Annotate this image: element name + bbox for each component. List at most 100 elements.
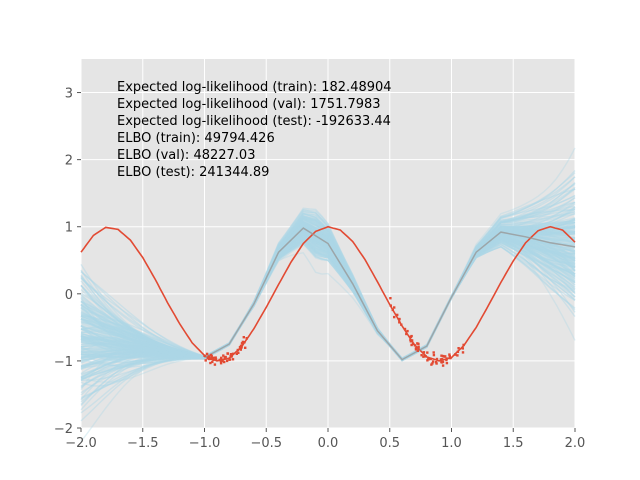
observation-point [405, 332, 408, 336]
posterior-sample-line [80, 243, 576, 389]
observation-point [429, 357, 432, 361]
observation-point [410, 334, 413, 338]
posterior-sample-line [80, 233, 576, 394]
observation-point [229, 355, 233, 358]
observation-point [448, 353, 451, 356]
posterior-sample-line [80, 239, 576, 361]
observation-point [219, 362, 223, 365]
posterior-sample-line [80, 226, 576, 361]
posterior-sample-line [80, 222, 576, 361]
observation-point [439, 358, 443, 361]
observation-point [242, 336, 245, 339]
posterior-sample-line [80, 176, 576, 360]
posterior-sample-line [80, 194, 576, 360]
observation-point [413, 344, 417, 347]
posterior-sample-line [80, 219, 576, 361]
posterior-sample-line [80, 217, 576, 360]
posterior-sample-line [80, 223, 576, 361]
posterior-sample-line [80, 211, 576, 360]
posterior-sample-line [80, 186, 576, 360]
posterior-sample-line [80, 206, 576, 360]
observation-point [389, 304, 392, 307]
posterior-sample-line [80, 215, 576, 360]
observation-point [224, 355, 227, 359]
observation-point [222, 354, 225, 357]
posterior-sample-line [80, 234, 576, 367]
posterior-sample-line [80, 226, 576, 361]
observation-point [409, 340, 412, 343]
posterior-sample-line [80, 228, 576, 361]
posterior-sample-line [80, 225, 575, 361]
observation-point [204, 359, 207, 362]
posterior-sample-line [80, 234, 576, 362]
observation-point [213, 363, 217, 366]
posterior-sample-line [80, 230, 576, 361]
posterior-sample-line [80, 219, 576, 360]
observation-point [209, 361, 212, 365]
posterior-sample-line [80, 222, 576, 360]
observation-point [403, 327, 407, 331]
observation-point [461, 351, 465, 354]
posterior-sample-line [81, 234, 576, 362]
x-tick-label: 0.0 [318, 436, 339, 451]
x-tick-label: 2.0 [565, 436, 586, 451]
posterior-sample-line [80, 231, 576, 361]
posterior-sample-line [80, 224, 576, 361]
annotations: Expected log-likelihood (train): 182.489… [117, 80, 392, 180]
posterior-sample-line [80, 221, 576, 362]
posterior-mean [204, 227, 576, 361]
observation-point [410, 343, 413, 347]
x-tick-label: −1.0 [189, 436, 221, 451]
observation-point [422, 355, 425, 358]
posterior-sample-line [80, 224, 576, 360]
posterior-sample-line [80, 233, 576, 361]
posterior-sample-line [80, 217, 576, 360]
posterior-sample-line [80, 232, 576, 361]
observation-point [461, 347, 464, 350]
posterior-sample-line [80, 219, 576, 361]
posterior-sample-line [80, 170, 576, 360]
observation-point [456, 354, 459, 357]
observation-point [236, 348, 239, 352]
posterior-sample-line [80, 236, 576, 362]
true-function-line [80, 225, 576, 362]
observation-point [212, 356, 215, 359]
observation-point [207, 355, 210, 358]
posterior-sample-line [80, 223, 576, 361]
x-tick-label: −0.5 [250, 436, 282, 451]
observation-point [211, 360, 214, 364]
posterior-sample-line [80, 209, 575, 368]
posterior-sample-line [80, 239, 576, 378]
observation-point [454, 353, 457, 356]
posterior-sample-line [80, 208, 576, 360]
observation-point [226, 352, 230, 355]
posterior-sample-line [80, 213, 576, 361]
posterior-sample-line [80, 211, 576, 360]
posterior-sample-line [80, 188, 576, 360]
observation-point [431, 360, 435, 363]
annotation-text: Expected log-likelihood (val): 1751.7983 [117, 97, 381, 112]
observation-point [229, 353, 233, 356]
posterior-sample-line [80, 225, 576, 361]
posterior-sample-line [80, 231, 576, 361]
observation-point [393, 306, 396, 309]
posterior-sample-line [80, 227, 576, 360]
observation-point [209, 353, 213, 357]
posterior-sample-line [80, 183, 576, 360]
posterior-sample-line [80, 221, 576, 383]
observation-point [426, 351, 429, 354]
posterior-sample-line [80, 225, 576, 361]
posterior-sample-line [80, 234, 576, 361]
observation-point [406, 329, 409, 333]
observation-point [207, 357, 211, 361]
observation-point [238, 346, 242, 349]
posterior-sample-line [80, 223, 576, 361]
observation-point [445, 358, 448, 362]
posterior-sample-line [80, 201, 576, 360]
posterior-sample-line [80, 241, 576, 368]
posterior-sample-line [80, 228, 576, 382]
posterior-sample-line [80, 236, 576, 387]
posterior-sample-line [80, 236, 576, 370]
observation-point [432, 351, 435, 354]
